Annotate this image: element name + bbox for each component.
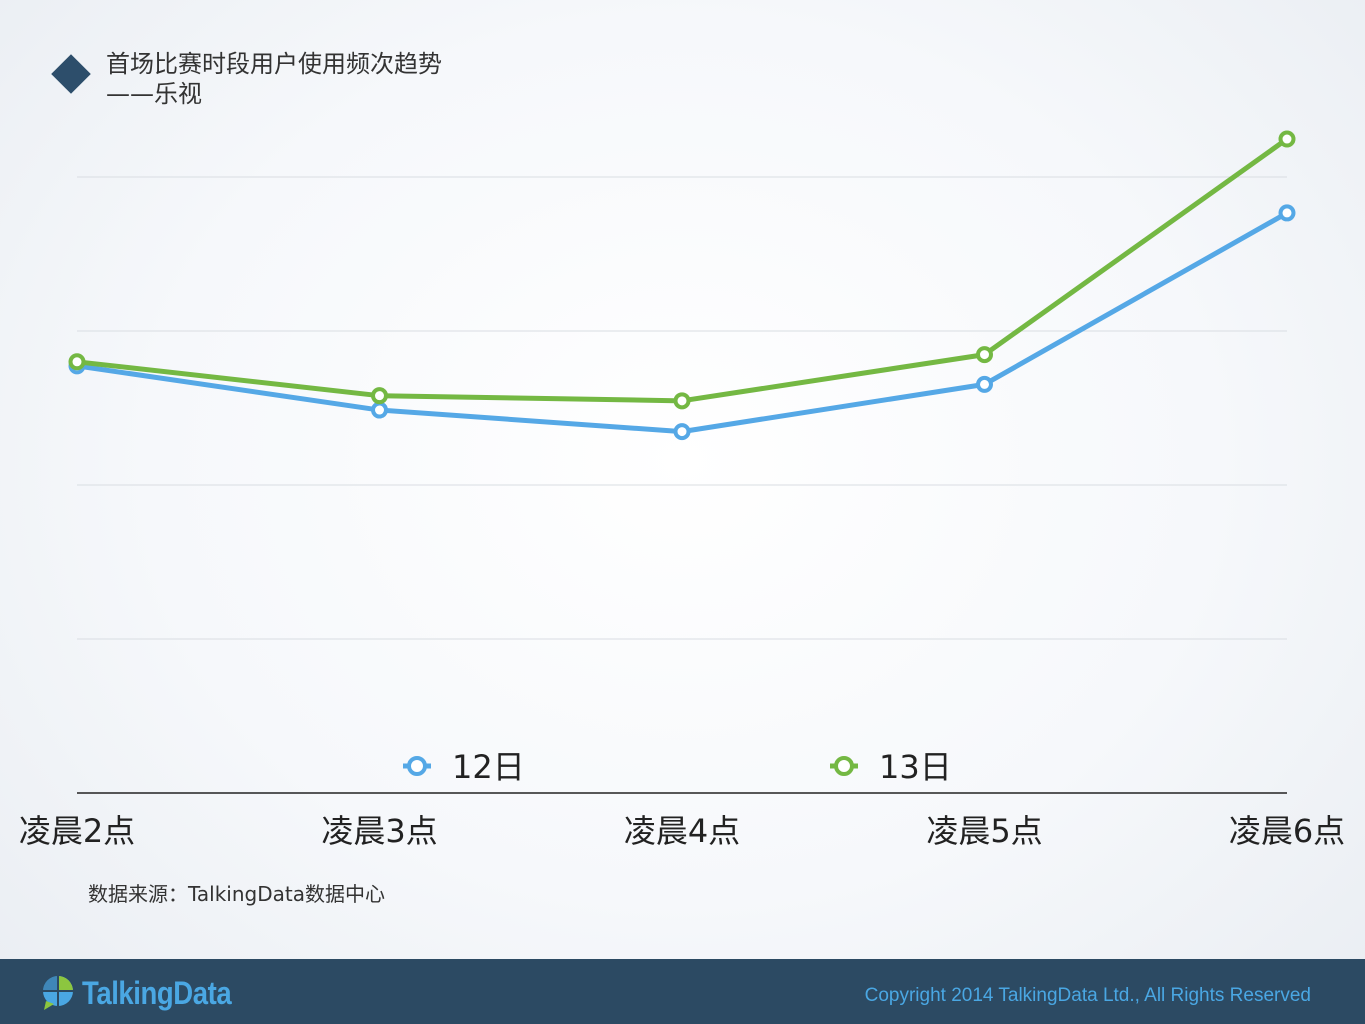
data-point — [976, 375, 993, 393]
data-point — [1278, 204, 1296, 222]
legend-marker-icon — [834, 756, 854, 776]
x-tick-label: 凌晨2点 — [19, 812, 135, 850]
series-line-2 — [76, 136, 1289, 404]
data-point — [371, 387, 388, 405]
legend-label: 12日 — [452, 748, 525, 786]
data-point — [371, 401, 388, 419]
talkingdata-logo-icon — [43, 976, 73, 1010]
x-tick-label: 凌晨3点 — [321, 812, 437, 850]
chart-title: 首场比赛时段用户使用频次趋势 — [106, 50, 442, 78]
data-point — [68, 353, 86, 371]
data-point — [1278, 130, 1296, 148]
chart-subtitle: ——乐视 — [106, 80, 202, 108]
x-tick-label: 凌晨6点 — [1229, 812, 1345, 850]
data-point — [673, 392, 691, 410]
x-tick-label: 凌晨4点 — [624, 812, 740, 850]
data-point — [673, 423, 691, 441]
logo-wordmark: TalkingData — [82, 974, 232, 1011]
data-source-note: 数据来源：TalkingData数据中心 — [88, 882, 385, 906]
legend-label: 13日 — [879, 748, 952, 786]
x-tick-label: 凌晨5点 — [926, 812, 1042, 850]
legend-marker-icon — [407, 756, 427, 776]
line-chart: 凌晨2点 凌晨3点 凌晨4点 凌晨5点 凌晨6点 12日 13日 — [19, 130, 1345, 850]
data-point — [976, 346, 993, 364]
copyright-text: Copyright 2014 TalkingData Ltd., All Rig… — [864, 985, 1311, 1006]
footer-bar: TalkingData Copyright 2014 TalkingData L… — [0, 959, 1365, 1024]
talkingdata-logo: TalkingData — [40, 975, 256, 1011]
